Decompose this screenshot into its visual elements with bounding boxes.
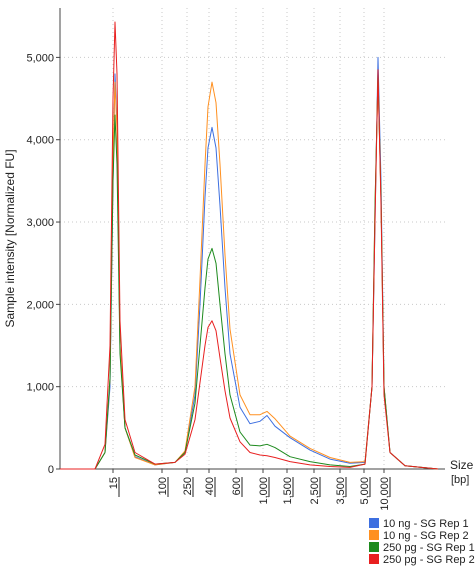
x-tick-label: 10,000: [379, 477, 391, 511]
x-tick-label: 400: [204, 477, 216, 495]
x-tick-label-group: 10,000: [379, 477, 391, 511]
x-tick-label-group: 400: [204, 477, 216, 497]
legend-label-2: 10 ng - SG Rep 2: [383, 530, 469, 542]
x-axis-unit: [bp]: [451, 474, 469, 486]
legend-swatch-2: [369, 530, 379, 540]
x-tick-label-group: 2,500: [309, 477, 321, 505]
y-tick-label: 1,000: [26, 382, 54, 394]
legend-swatch-3: [369, 542, 379, 552]
x-tick-label: 3,500: [335, 477, 347, 505]
x-tick-label: 250: [182, 477, 194, 495]
y-tick-label: 2,000: [26, 299, 54, 311]
legend-label-4: 250 pg - SG Rep 2: [383, 554, 475, 566]
y-axis-title-group: Sample intensity [Normalized FU]: [3, 149, 17, 327]
y-tick-label: 5,000: [26, 52, 54, 64]
x-tick-label-group: 1,000: [258, 477, 270, 505]
x-tick-label-group: 15: [108, 477, 120, 497]
series-line-4: [60, 21, 439, 470]
legend-swatch-1: [369, 518, 379, 528]
x-tick-label-group: 100: [157, 477, 169, 497]
x-tick-label: 2,500: [309, 477, 321, 505]
x-tick-label: 1,000: [258, 477, 270, 505]
x-tick-label-group: 600: [231, 477, 243, 497]
axes: 0 1,000 2,000 3,000 4,000 5,000 15 100 250 400 600…: [3, 8, 474, 511]
x-tick-label-group: 3,500: [335, 477, 347, 505]
x-tick-label-group: 1,500: [282, 477, 294, 505]
x-tick-label: 5,000: [359, 477, 371, 505]
x-tick-label: 100: [157, 477, 169, 495]
x-tick-label: 1,500: [282, 477, 294, 505]
y-tick-label: 3,000: [26, 217, 54, 229]
x-axis-title: Size: [450, 458, 474, 472]
series-lines: [60, 21, 439, 470]
x-tick-label-group: 250: [182, 477, 194, 497]
legend-label-3: 250 pg - SG Rep 1: [383, 542, 475, 554]
x-tick-label-group: 5,000: [359, 477, 371, 505]
y-tick-label: 4,000: [26, 135, 54, 147]
y-axis-title: Sample intensity [Normalized FU]: [3, 149, 17, 327]
x-tick-label: 600: [231, 477, 243, 495]
legend-swatch-4: [369, 554, 379, 564]
series-line-2: [60, 77, 439, 470]
y-tick-label: 0: [48, 464, 54, 476]
x-tick-label: 15: [108, 477, 120, 489]
legend-label-1: 10 ng - SG Rep 1: [383, 518, 469, 530]
